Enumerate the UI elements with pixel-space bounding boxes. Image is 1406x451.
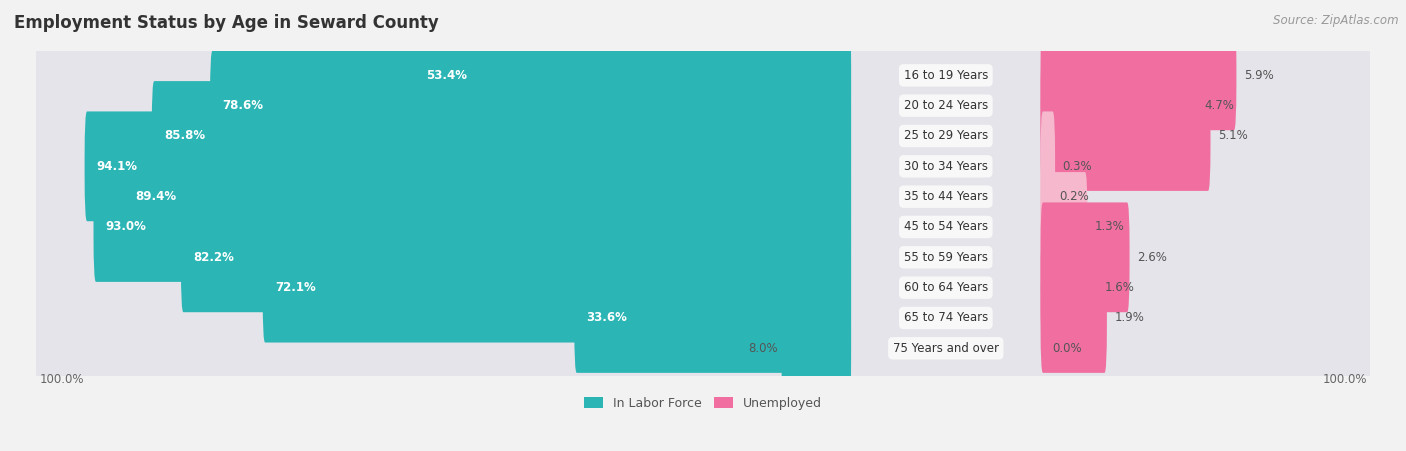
FancyBboxPatch shape: [574, 263, 851, 373]
FancyBboxPatch shape: [37, 61, 1369, 211]
Text: 35 to 44 Years: 35 to 44 Years: [904, 190, 988, 203]
Text: 20 to 24 Years: 20 to 24 Years: [904, 99, 988, 112]
Text: 100.0%: 100.0%: [1322, 373, 1367, 386]
FancyBboxPatch shape: [37, 152, 1369, 302]
Text: 1.6%: 1.6%: [1105, 281, 1135, 294]
Text: 33.6%: 33.6%: [586, 312, 627, 324]
Text: 82.2%: 82.2%: [193, 251, 233, 264]
FancyBboxPatch shape: [37, 92, 1369, 241]
Text: 60 to 64 Years: 60 to 64 Years: [904, 281, 988, 294]
FancyBboxPatch shape: [1040, 202, 1129, 312]
Text: 55 to 59 Years: 55 to 59 Years: [904, 251, 988, 264]
Text: 25 to 29 Years: 25 to 29 Years: [904, 129, 988, 143]
FancyBboxPatch shape: [782, 294, 851, 403]
Text: 16 to 19 Years: 16 to 19 Years: [904, 69, 988, 82]
Text: 100.0%: 100.0%: [39, 373, 84, 386]
Text: 1.3%: 1.3%: [1095, 221, 1125, 234]
FancyBboxPatch shape: [1040, 172, 1087, 282]
Text: 5.1%: 5.1%: [1218, 129, 1247, 143]
FancyBboxPatch shape: [1040, 233, 1097, 342]
FancyBboxPatch shape: [37, 1, 1369, 150]
Legend: In Labor Force, Unemployed: In Labor Force, Unemployed: [579, 392, 827, 415]
Text: 2.6%: 2.6%: [1137, 251, 1167, 264]
FancyBboxPatch shape: [37, 274, 1369, 423]
FancyBboxPatch shape: [1040, 81, 1211, 191]
Text: 85.8%: 85.8%: [165, 129, 205, 143]
FancyBboxPatch shape: [37, 213, 1369, 362]
Text: 53.4%: 53.4%: [426, 69, 467, 82]
Text: 93.0%: 93.0%: [105, 221, 146, 234]
Text: 0.3%: 0.3%: [1063, 160, 1092, 173]
FancyBboxPatch shape: [1040, 51, 1198, 161]
FancyBboxPatch shape: [1040, 111, 1054, 221]
Text: 75 Years and over: 75 Years and over: [893, 342, 998, 355]
Text: 94.1%: 94.1%: [97, 160, 138, 173]
FancyBboxPatch shape: [1040, 20, 1236, 130]
Text: 4.7%: 4.7%: [1205, 99, 1234, 112]
FancyBboxPatch shape: [1040, 263, 1107, 373]
Text: Source: ZipAtlas.com: Source: ZipAtlas.com: [1274, 14, 1399, 27]
FancyBboxPatch shape: [94, 172, 851, 282]
Text: 89.4%: 89.4%: [135, 190, 176, 203]
FancyBboxPatch shape: [152, 81, 851, 191]
Text: 30 to 34 Years: 30 to 34 Years: [904, 160, 988, 173]
FancyBboxPatch shape: [263, 233, 851, 342]
Text: 65 to 74 Years: 65 to 74 Years: [904, 312, 988, 324]
FancyBboxPatch shape: [37, 244, 1369, 392]
FancyBboxPatch shape: [1040, 142, 1052, 252]
Text: Employment Status by Age in Seward County: Employment Status by Age in Seward Count…: [14, 14, 439, 32]
FancyBboxPatch shape: [37, 31, 1369, 180]
FancyBboxPatch shape: [122, 142, 851, 252]
Text: 5.9%: 5.9%: [1244, 69, 1274, 82]
FancyBboxPatch shape: [209, 51, 851, 161]
Text: 0.0%: 0.0%: [1053, 342, 1083, 355]
FancyBboxPatch shape: [181, 202, 851, 312]
Text: 0.2%: 0.2%: [1059, 190, 1088, 203]
Text: 1.9%: 1.9%: [1114, 312, 1144, 324]
FancyBboxPatch shape: [413, 20, 851, 130]
FancyBboxPatch shape: [84, 111, 851, 221]
Text: 72.1%: 72.1%: [274, 281, 315, 294]
FancyBboxPatch shape: [37, 183, 1369, 332]
Text: 8.0%: 8.0%: [748, 342, 778, 355]
Text: 78.6%: 78.6%: [222, 99, 263, 112]
Text: 45 to 54 Years: 45 to 54 Years: [904, 221, 988, 234]
FancyBboxPatch shape: [37, 122, 1369, 271]
